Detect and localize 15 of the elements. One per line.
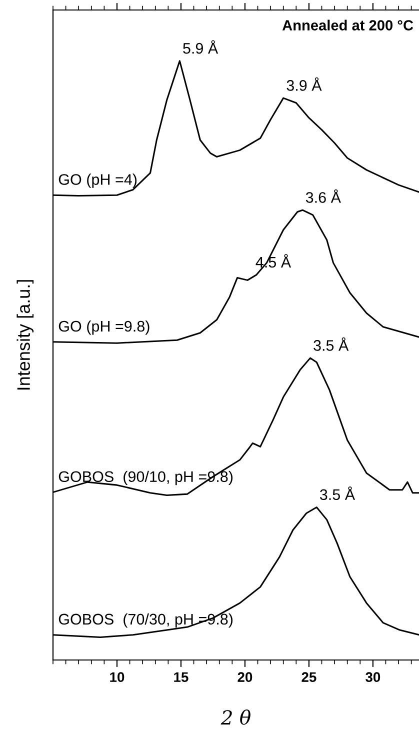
x-tick-label: 15 [174, 672, 188, 682]
x-axis-title: 2 θ [220, 710, 250, 725]
annotation: 5.9 Å [183, 40, 218, 54]
text: Annealed at 200 °C [282, 20, 414, 30]
annotation: 3.5 Å [314, 337, 349, 351]
annotation: 3.5 Å [320, 486, 356, 500]
x-tick-label: 30 [366, 672, 380, 682]
x-tick-label: 25 [302, 672, 316, 682]
series-label: GO (pH =4) [58, 174, 137, 188]
series-label: GO (pH =9.8) [58, 320, 150, 335]
annotation: 3.9 Å [286, 77, 322, 91]
annotation: 3.6 Å [306, 189, 341, 203]
x-tick-label: 20 [238, 672, 252, 682]
x-tick-label: 10 [110, 672, 124, 682]
y-axis-title: Intensity [a.u.] [16, 280, 34, 390]
